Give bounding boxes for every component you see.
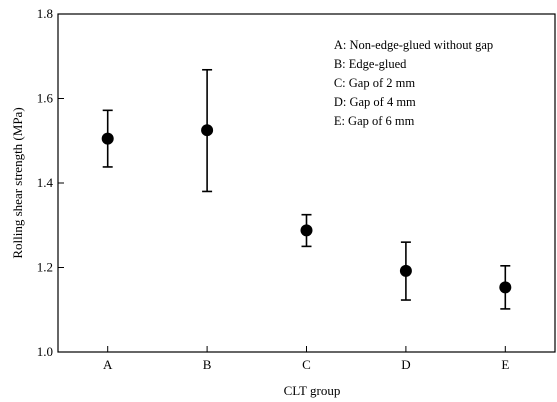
data-points — [101, 124, 512, 294]
x-axis: A B C D E — [103, 346, 509, 372]
legend-entry: E: Gap of 6 mm — [334, 114, 415, 128]
x-tick-label: A — [103, 357, 113, 372]
y-tick-label: 1.4 — [37, 175, 54, 190]
legend: A: Non-edge-glued without gap B: Edge-glu… — [334, 38, 493, 128]
y-tick-label: 1.6 — [37, 91, 54, 106]
y-tick-label: 1.0 — [37, 344, 53, 359]
y-tick-label: 1.2 — [37, 260, 53, 275]
legend-entry: B: Edge-glued — [334, 57, 407, 71]
data-point — [499, 281, 512, 294]
x-tick-label: C — [302, 357, 311, 372]
data-point — [300, 224, 313, 237]
legend-entry: D: Gap of 4 mm — [334, 95, 416, 109]
data-point — [101, 132, 114, 145]
legend-entry: A: Non-edge-glued without gap — [334, 38, 493, 52]
y-axis-title: Rolling shear strength (MPa) — [10, 107, 25, 258]
data-point — [399, 264, 412, 277]
x-tick-label: B — [203, 357, 212, 372]
x-axis-title: CLT group — [284, 383, 341, 398]
y-axis: 1.0 1.2 1.4 1.6 1.8 — [37, 6, 64, 359]
error-bars — [102, 68, 511, 310]
y-tick-label: 1.8 — [37, 6, 53, 21]
plot-frame — [57, 13, 556, 353]
legend-entry: C: Gap of 2 mm — [334, 76, 416, 90]
plot-border — [57, 13, 556, 353]
data-point — [201, 124, 214, 137]
x-tick-label: E — [501, 357, 509, 372]
x-tick-label: D — [401, 357, 410, 372]
